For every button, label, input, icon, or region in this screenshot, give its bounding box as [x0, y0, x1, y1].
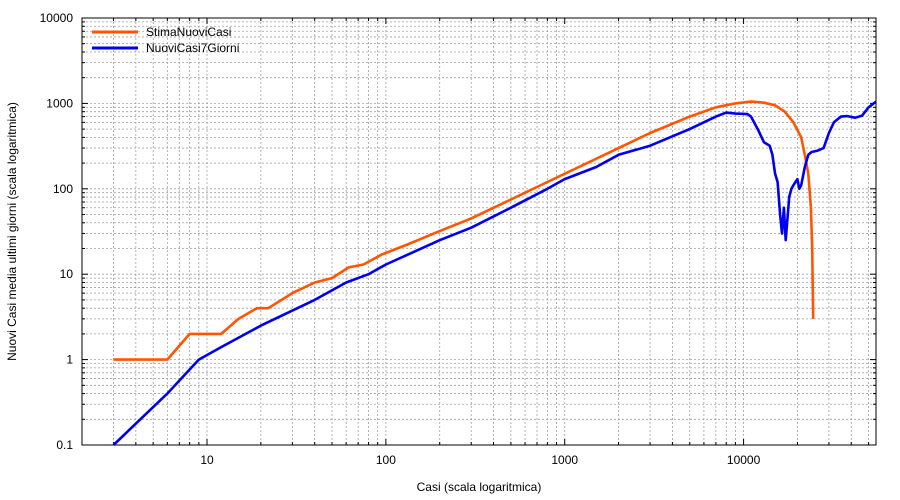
legend-label: NuoviCasi7Giorni	[146, 41, 239, 55]
y-axis-label: Nuovi Casi media ultimi giorni (scala lo…	[5, 102, 19, 361]
series-line-0	[113, 100, 815, 361]
legend-label: StimaNuoviCasi	[146, 25, 231, 39]
x-tick-label: 10000	[727, 453, 761, 467]
y-tick-label: 1000	[46, 96, 73, 110]
x-tick-label: 1000	[551, 453, 578, 467]
plot-area-frame	[81, 17, 877, 446]
x-tick-label: 100	[376, 453, 396, 467]
x-tick-label: 10	[200, 453, 214, 467]
series-line-1	[112, 100, 877, 446]
y-tick-label: 0.1	[56, 438, 73, 452]
y-tick-label: 10	[60, 267, 74, 281]
x-axis-label: Casi (scala logaritmica)	[417, 480, 542, 494]
grid	[82, 18, 876, 445]
legend: StimaNuoviCasi NuoviCasi7Giorni	[92, 25, 239, 55]
y-tick-label: 100	[53, 182, 73, 196]
y-tick-label: 10000	[40, 11, 74, 25]
axis-ticks: 10 100 1000 10000 0.1 1 10 100 1000 10000	[40, 11, 876, 467]
series-lines	[112, 100, 877, 446]
y-tick-label: 1	[66, 353, 73, 367]
